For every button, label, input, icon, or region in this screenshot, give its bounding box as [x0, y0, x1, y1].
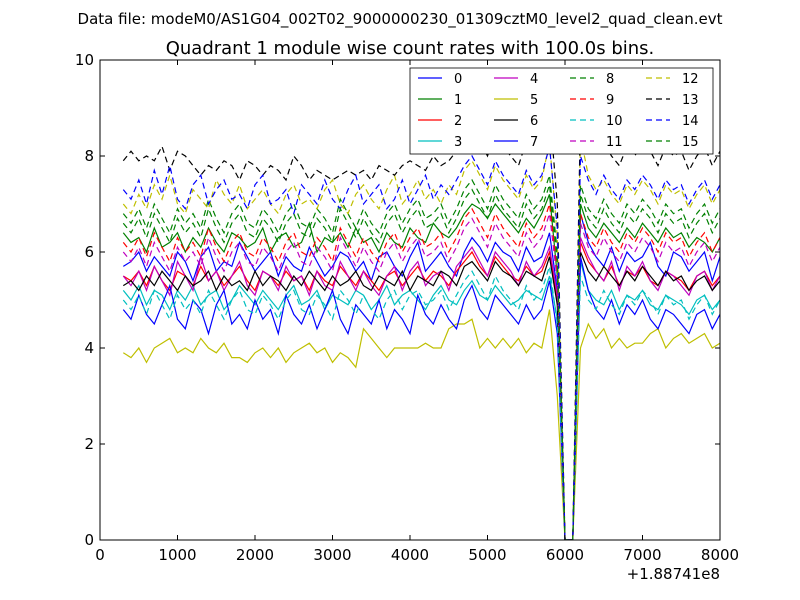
x-tick-label: 6000 [546, 546, 584, 564]
series-line-1 [122, 194, 720, 540]
legend-label-7: 7 [530, 135, 538, 150]
series-line-5 [122, 309, 720, 540]
legend-label-12: 12 [682, 72, 699, 87]
x-tick-label: 7000 [623, 546, 661, 564]
y-tick-label: 2 [84, 435, 94, 453]
x-axis: 0 1000 2000 3000 4000 5000 6000 7000 8000 [95, 60, 739, 564]
x-offset-label: +1.88741e8 [627, 565, 720, 583]
legend-label-1: 1 [454, 93, 462, 108]
series-line-14 [122, 146, 720, 540]
series-line-4 [122, 237, 720, 540]
legend-label-0: 0 [454, 72, 462, 87]
x-tick-label: 8000 [701, 546, 739, 564]
series-line-0 [122, 213, 720, 540]
series-line-15 [122, 184, 720, 540]
series-line-10 [122, 266, 720, 540]
legend-label-10: 10 [606, 114, 623, 129]
legend-label-3: 3 [454, 135, 462, 150]
legend-label-14: 14 [682, 114, 699, 129]
x-tick-label: 0 [95, 546, 105, 564]
series-line-11 [122, 213, 720, 540]
legend-label-4: 4 [530, 72, 538, 87]
y-tick-label: 10 [75, 51, 94, 69]
y-tick-label: 8 [84, 147, 94, 165]
legend-box [409, 67, 714, 155]
legend-label-6: 6 [530, 114, 538, 129]
series-line-7 [122, 256, 720, 540]
x-tick-label: 4000 [391, 546, 429, 564]
x-tick-label: 5000 [468, 546, 506, 564]
series-line-9 [122, 203, 720, 540]
series-line-8 [122, 175, 720, 540]
legend-label-5: 5 [530, 93, 538, 108]
legend-label-13: 13 [682, 93, 699, 108]
x-tick-label: 2000 [236, 546, 274, 564]
plot-lines [122, 107, 720, 540]
series-line-6 [122, 251, 720, 540]
y-tick-label: 0 [84, 531, 94, 549]
legend-label-15: 15 [682, 135, 699, 150]
series-line-13 [122, 107, 720, 540]
x-tick-label: 1000 [158, 546, 196, 564]
series-line-12 [122, 136, 720, 540]
legend-label-8: 8 [606, 72, 614, 87]
y-tick-label: 4 [84, 339, 94, 357]
chart-suptitle: Data file: modeM0/AS1G04_002T02_90000002… [78, 10, 723, 29]
legend-label-11: 11 [606, 135, 623, 150]
x-tick-label: 3000 [313, 546, 351, 564]
chart-title: Quadrant 1 module wise count rates with … [166, 38, 655, 59]
legend-label-9: 9 [606, 93, 614, 108]
legend-label-2: 2 [454, 114, 462, 129]
y-tick-label: 6 [84, 243, 94, 261]
